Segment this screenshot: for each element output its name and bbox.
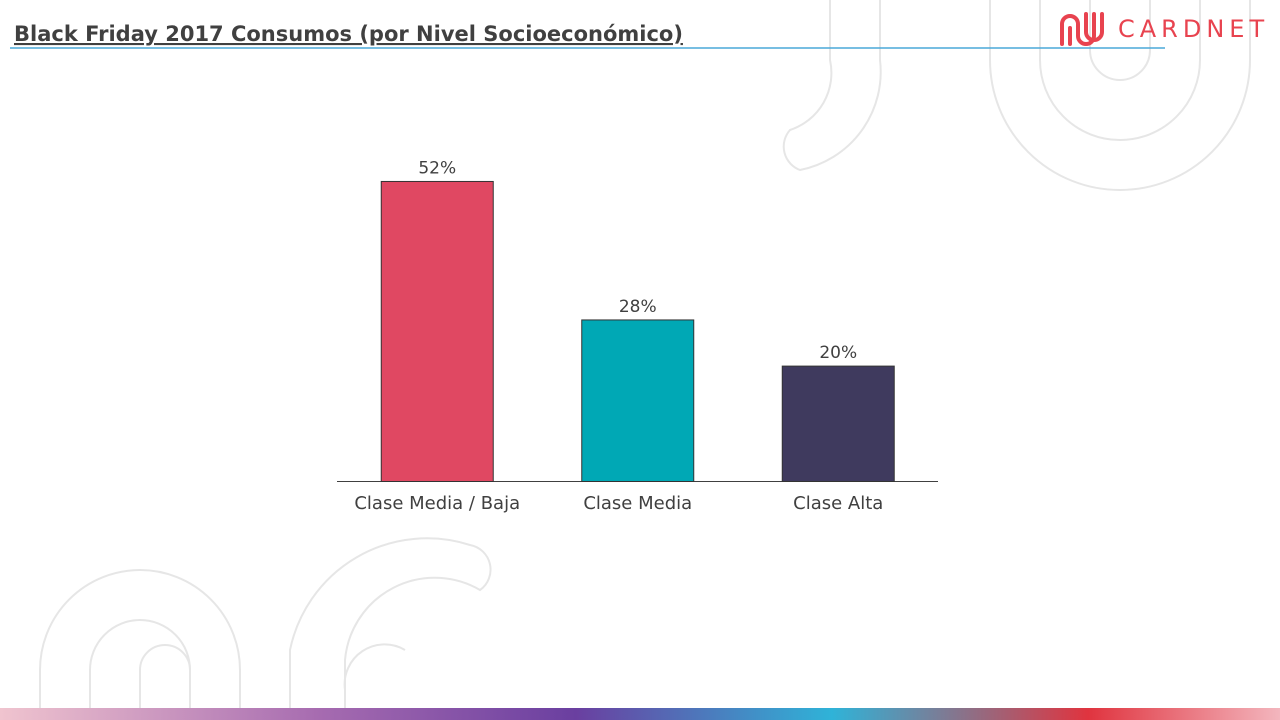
bar (380, 180, 494, 483)
logo-text: CARDNET (1118, 15, 1269, 43)
value-label: 52% (418, 158, 456, 178)
x-tick-label: Clase Alta (793, 493, 883, 514)
logo-icon (1068, 12, 1104, 46)
logo: CARDNET (1060, 12, 1269, 46)
x-tick-label: Clase Media / Baja (354, 493, 520, 514)
bar (781, 365, 895, 483)
value-label: 28% (619, 297, 657, 317)
x-tick-label: Clase Media (583, 493, 692, 514)
background-decoration (39, 0, 1251, 708)
chart-title: Black Friday 2017 Consumos (por Nivel So… (14, 22, 683, 46)
value-label: 20% (819, 343, 857, 363)
logo-icon (1060, 12, 1096, 46)
bar (581, 319, 695, 482)
footer-band (0, 708, 1280, 720)
